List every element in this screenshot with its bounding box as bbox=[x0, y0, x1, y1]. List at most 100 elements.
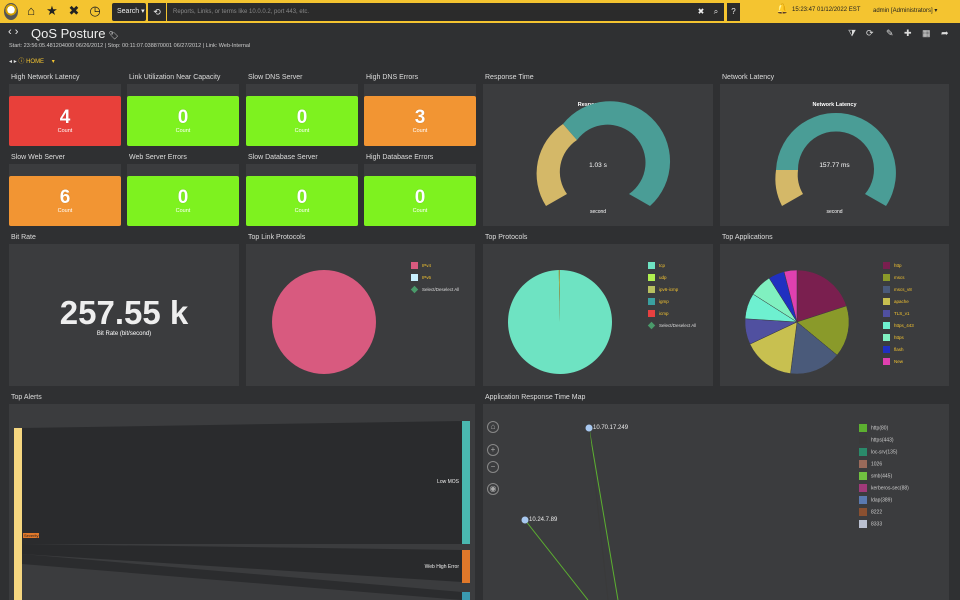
metric-tile[interactable]: 0 Count bbox=[364, 176, 476, 226]
refresh-icon[interactable]: ⟳ bbox=[866, 28, 874, 38]
legend-item[interactable]: IPv6 bbox=[411, 274, 459, 286]
legend-item[interactable]: apache bbox=[883, 298, 914, 310]
logo-icon[interactable] bbox=[4, 3, 18, 20]
legend-item[interactable]: udp bbox=[648, 274, 696, 286]
legend-item[interactable]: igmp bbox=[648, 298, 696, 310]
legend-item[interactable]: IPv4 bbox=[411, 262, 459, 274]
metric-value: 0 bbox=[296, 187, 308, 208]
metric-tile[interactable]: 0 Count bbox=[246, 96, 358, 146]
legend-item[interactable]: smb(445) bbox=[859, 472, 909, 484]
legend-label: Select/Deselect All bbox=[422, 287, 460, 292]
legend-swatch bbox=[648, 298, 655, 306]
legend-label: IPv4 bbox=[422, 263, 432, 268]
pie-slice bbox=[508, 270, 613, 374]
metric-tile[interactable]: 3 Count bbox=[364, 96, 476, 146]
history-icon[interactable]: ⟲ bbox=[148, 3, 166, 21]
legend-item[interactable]: 1026 bbox=[859, 460, 909, 472]
select-all-icon bbox=[647, 322, 656, 330]
panel-title-response-time: Response Time bbox=[485, 74, 534, 81]
metric-tile[interactable]: 6 Count bbox=[9, 176, 121, 226]
star-icon[interactable]: ★ bbox=[46, 3, 58, 18]
legend-item[interactable]: mscs_v8 bbox=[883, 286, 914, 298]
legend-swatch bbox=[648, 310, 655, 318]
legend-label: udp bbox=[659, 275, 667, 280]
sankey-node-web-error bbox=[462, 550, 470, 583]
legend-label: Select/Deselect All bbox=[659, 323, 697, 328]
pin-icon[interactable]: ✎ bbox=[886, 28, 894, 38]
legend-item[interactable]: https bbox=[883, 334, 914, 346]
legend-item[interactable]: https_443 bbox=[883, 322, 914, 334]
applications-legend: http mscs mscs_v8 apache TLS_v1 https_443 http… bbox=[883, 262, 914, 370]
share-icon[interactable]: ➦ bbox=[941, 28, 949, 38]
help-button[interactable]: ? bbox=[727, 3, 740, 21]
legend-item[interactable]: http bbox=[883, 262, 914, 274]
legend-label: http(80) bbox=[871, 425, 889, 432]
legend-label: flash bbox=[894, 347, 904, 352]
crumb-dropdown-icon[interactable]: ▾ bbox=[51, 59, 55, 65]
alerts-sankey bbox=[14, 421, 470, 600]
metric-tile[interactable]: 0 Count bbox=[127, 176, 239, 226]
legend-item[interactable]: ipv6-icmp bbox=[648, 286, 696, 298]
tag-icon[interactable]: 🏷 bbox=[108, 31, 119, 40]
metric-tile[interactable]: 0 Count bbox=[127, 96, 239, 146]
home-crumb[interactable]: HOME bbox=[26, 59, 45, 65]
metric-title: High Network Latency bbox=[11, 74, 80, 81]
legend-swatch bbox=[883, 334, 890, 342]
legend-item[interactable]: icmp bbox=[648, 310, 696, 322]
bit-rate-value: 257.55 k bbox=[59, 294, 189, 331]
sankey-flow-low-mos bbox=[22, 421, 462, 544]
sankey-node-other bbox=[462, 592, 470, 600]
view-icon[interactable]: ◉ bbox=[487, 483, 499, 495]
legend-item[interactable]: kerberos-sec(88) bbox=[859, 484, 909, 496]
legend-item[interactable]: flash bbox=[883, 346, 914, 358]
legend-label: apache bbox=[894, 299, 909, 304]
filter-icon[interactable]: ⧩ bbox=[848, 28, 857, 38]
map-home-button[interactable]: ⌂ bbox=[487, 421, 499, 433]
add-icon[interactable]: ✚ bbox=[904, 28, 912, 38]
metric-title: Slow Web Server bbox=[11, 154, 65, 161]
metric-tile[interactable]: 4 Count bbox=[9, 96, 121, 146]
legend-label: ldap(389) bbox=[871, 497, 893, 504]
legend-swatch bbox=[859, 472, 867, 480]
map-node-label-2: 10.24.7.89 bbox=[529, 517, 558, 523]
legend-item[interactable]: New bbox=[883, 358, 914, 370]
clear-icon[interactable]: ✖ bbox=[697, 7, 705, 16]
tools-icon[interactable]: ✖ bbox=[68, 3, 80, 18]
metric-value: 3 bbox=[414, 107, 426, 128]
metric-label: Count bbox=[57, 208, 73, 214]
legend-item[interactable]: http(80) bbox=[859, 424, 909, 436]
forward-icon[interactable]: › bbox=[14, 26, 19, 38]
clock-icon[interactable]: ◷ bbox=[89, 3, 101, 18]
legend-item[interactable]: Select/Deselect All bbox=[410, 286, 460, 298]
crumb-forward-icon[interactable]: ▸ bbox=[13, 59, 17, 65]
pie-slice bbox=[749, 321, 798, 374]
legend-item[interactable]: ldap(389) bbox=[859, 496, 909, 508]
metric-tile[interactable]: 0 Count bbox=[246, 176, 358, 226]
zoom-in-button[interactable]: + bbox=[487, 444, 499, 456]
metric-label: Count bbox=[412, 128, 428, 134]
home-icon[interactable]: ⌂ bbox=[27, 3, 35, 18]
search-input[interactable]: Reports, Links, or terms like 10.0.0.2, … bbox=[167, 3, 724, 21]
sankey-flow-web-error bbox=[22, 544, 462, 582]
legend-item[interactable]: Select/Deselect All bbox=[647, 322, 697, 334]
legend-item[interactable]: loc-srv(135) bbox=[859, 448, 909, 460]
legend-item[interactable]: https(443) bbox=[859, 436, 909, 448]
legend-item[interactable]: mscs bbox=[883, 274, 914, 286]
legend-swatch bbox=[859, 424, 867, 432]
metric-label: Count bbox=[294, 128, 310, 134]
calendar-icon[interactable]: ▦ bbox=[922, 28, 931, 38]
bit-rate-label: Bit Rate (bit/second) bbox=[96, 331, 152, 337]
legend-item[interactable]: TLS_v1 bbox=[883, 310, 914, 322]
bell-icon[interactable]: 🔔 bbox=[776, 4, 789, 15]
panel-title-top-alerts: Top Alerts bbox=[11, 394, 42, 401]
zoom-out-button[interactable]: − bbox=[487, 461, 499, 473]
legend-item[interactable]: 8222 bbox=[859, 508, 909, 520]
legend-item[interactable]: 8333 bbox=[859, 520, 909, 532]
search-icon[interactable]: ⌕ bbox=[713, 7, 719, 16]
legend-item[interactable]: tcp bbox=[648, 262, 696, 274]
user-menu[interactable]: admin [Administrators] ▾ bbox=[873, 8, 938, 14]
back-icon[interactable]: ‹ bbox=[8, 26, 12, 38]
legend-swatch bbox=[883, 262, 890, 270]
crumb-back-icon[interactable]: ◂ bbox=[9, 59, 13, 65]
search-selector[interactable]: Search ▾ bbox=[112, 3, 146, 21]
